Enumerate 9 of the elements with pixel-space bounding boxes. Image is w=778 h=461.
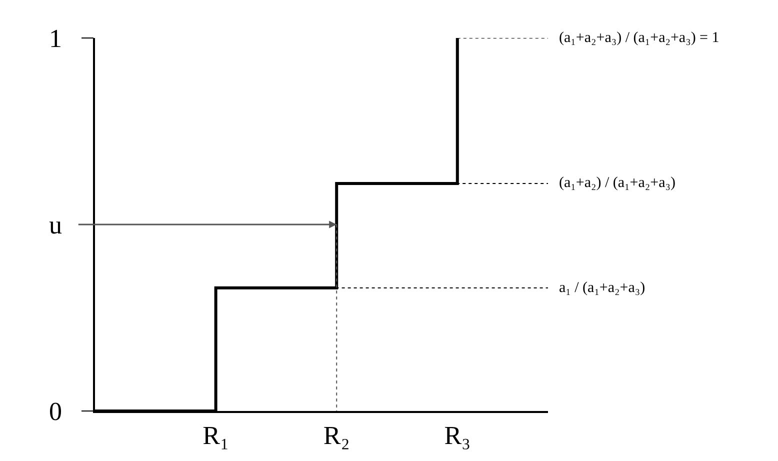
- ref-line-label: (a₁+a₂) / (a₁+a₂+a₃): [559, 175, 676, 191]
- ref-line-label: a₁ / (a₁+a₂+a₃): [559, 280, 646, 296]
- y-tick-label: u: [49, 210, 62, 240]
- y-tick-label: 0: [49, 397, 62, 426]
- y-tick-label: 1: [49, 24, 62, 54]
- ref-line-label: (a₁+a₂+a₃) / (a₁+a₂+a₃) = 1: [559, 30, 720, 46]
- x-tick-label: R₁: [202, 420, 230, 450]
- x-tick-label: R₂: [323, 420, 350, 450]
- x-tick-label: R₃: [444, 420, 471, 450]
